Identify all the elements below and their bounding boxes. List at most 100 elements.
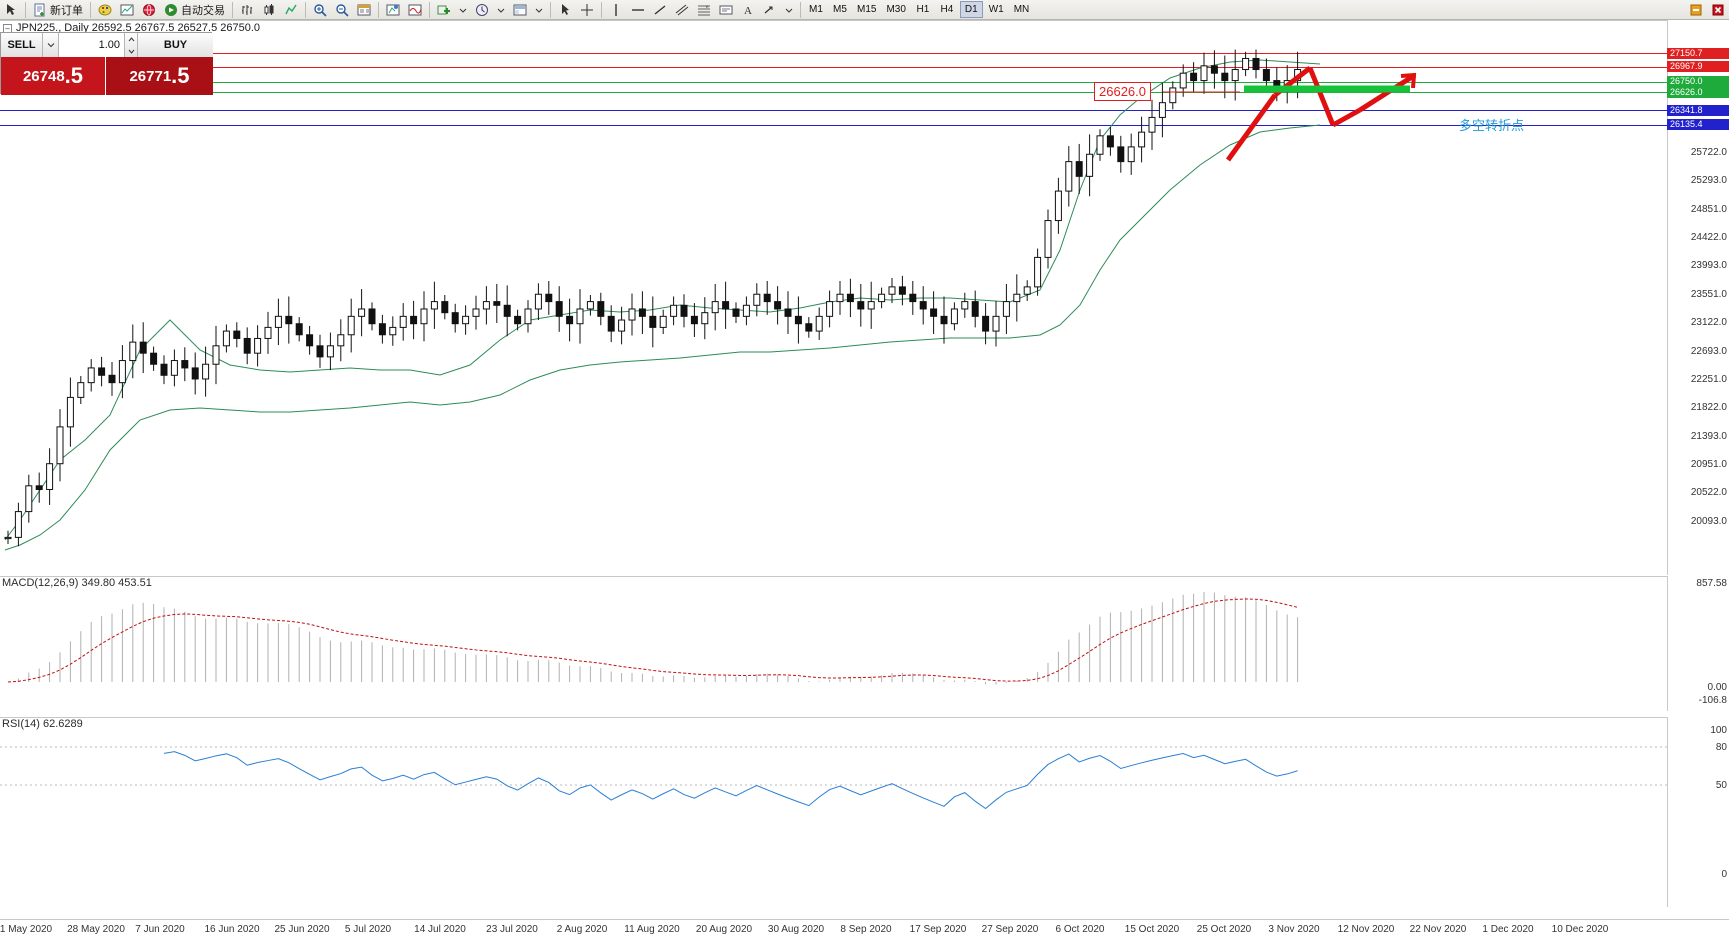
- rsi-pane[interactable]: RSI(14) 62.6289 100 80 50 0: [0, 717, 1729, 907]
- level-line-26135[interactable]: [0, 125, 1667, 126]
- toolbar-separator: [305, 1, 306, 18]
- spinner-down-icon[interactable]: [125, 45, 137, 57]
- bid-frac: .5: [64, 63, 84, 88]
- quantity-stepper[interactable]: [125, 33, 138, 57]
- level-line-26341[interactable]: [0, 110, 1667, 111]
- time-label: 10 Dec 2020: [1551, 924, 1609, 935]
- macd-pane[interactable]: MACD(12,26,9) 349.80 453.51 857.58 0.00 …: [0, 576, 1729, 711]
- rsi-scale: 100 80 50 0: [1667, 717, 1729, 907]
- minus-icon[interactable]: [1686, 1, 1706, 19]
- support-line-26750[interactable]: [0, 82, 1667, 83]
- tab-timeframe-d1[interactable]: D1: [959, 1, 983, 18]
- tab-timeframe-m15[interactable]: M15: [857, 4, 877, 15]
- rsi-canvas: [0, 746, 1667, 810]
- tab-timeframe-m30[interactable]: M30: [886, 4, 906, 15]
- tab-timeframe-h4[interactable]: H4: [940, 4, 954, 15]
- scale-tick: 20522.0: [1690, 487, 1727, 498]
- one-click-trading-panel[interactable]: SELL 1.00 BUY 26748.5 26771.5: [0, 32, 213, 95]
- chevron-down-icon[interactable]: [43, 33, 59, 57]
- periods-icon[interactable]: [472, 1, 492, 19]
- line-chart-icon[interactable]: [281, 1, 301, 19]
- scale-tick: 25293.0: [1690, 175, 1727, 186]
- candlestick-icon[interactable]: [259, 1, 279, 19]
- spinner-up-icon[interactable]: [125, 33, 137, 45]
- cursor-icon[interactable]: [555, 1, 575, 19]
- add-indicator-icon[interactable]: [434, 1, 454, 19]
- arrows-icon[interactable]: [760, 1, 780, 19]
- autotrading-button[interactable]: 自动交易: [161, 1, 228, 19]
- scale-tick: 21393.0: [1690, 431, 1727, 442]
- zoom-out-icon[interactable]: [332, 1, 352, 19]
- chevron-down-icon[interactable]: [782, 1, 796, 19]
- bid-price[interactable]: 26748.5: [1, 57, 106, 95]
- document-plus-icon: [33, 3, 47, 17]
- text-label-icon[interactable]: [716, 1, 736, 19]
- tab-timeframe-h1[interactable]: H1: [916, 4, 930, 15]
- symbol-header-label: JPN225., Daily 26592.5 26767.5 26527.5 2…: [16, 22, 261, 34]
- chevron-down-icon[interactable]: [494, 1, 508, 19]
- tab-timeframe-m5[interactable]: M5: [833, 4, 847, 15]
- volume-input[interactable]: 1.00: [59, 33, 125, 57]
- resistance-line-27150[interactable]: [0, 53, 1667, 54]
- price-tag-26135: 26135.4: [1667, 119, 1729, 130]
- sell-button[interactable]: SELL: [1, 33, 43, 57]
- new-order-button[interactable]: 新订单: [30, 1, 86, 19]
- ask-price[interactable]: 26771.5: [106, 57, 213, 95]
- cursor-arrow-icon[interactable]: [1, 1, 21, 19]
- chart-window-icon[interactable]: [117, 1, 137, 19]
- tab-timeframe-w1[interactable]: W1: [988, 4, 1004, 15]
- hline-icon[interactable]: [628, 1, 648, 19]
- time-label: 16 Jun 2020: [204, 924, 260, 935]
- buy-button[interactable]: BUY: [138, 33, 213, 57]
- zoom-in-icon[interactable]: [310, 1, 330, 19]
- globe-icon[interactable]: [139, 1, 159, 19]
- rsi-tick-0: 0: [1721, 869, 1727, 880]
- toolbar-separator: [90, 1, 91, 18]
- new-order-label: 新订单: [50, 4, 83, 17]
- reversal-note[interactable]: 多空转折点: [1459, 118, 1525, 133]
- macd-canvas: [7, 592, 1299, 685]
- resistance-line-26967[interactable]: [0, 67, 1667, 68]
- autotrading-label: 自动交易: [181, 4, 225, 17]
- palette-icon[interactable]: [95, 1, 115, 19]
- trendline-icon[interactable]: [650, 1, 670, 19]
- svg-text:E: E: [706, 4, 709, 9]
- toolbar-separator: [232, 1, 233, 18]
- time-axis[interactable]: 1 May 2020 28 May 2020 7 Jun 2020 16 Jun…: [0, 919, 1729, 941]
- toolbar-separator: [25, 1, 26, 18]
- time-label: 22 Nov 2020: [1409, 924, 1467, 935]
- chevron-down-icon[interactable]: [456, 1, 470, 19]
- indicators-icon[interactable]: [405, 1, 425, 19]
- time-label: 28 May 2020: [67, 924, 125, 935]
- vline-icon[interactable]: [606, 1, 626, 19]
- robot-icon: [164, 3, 178, 17]
- templates-icon[interactable]: [510, 1, 530, 19]
- text-icon[interactable]: A: [738, 1, 758, 19]
- bar-chart-icon[interactable]: [237, 1, 257, 19]
- price-tag-27150: 27150.7: [1667, 48, 1729, 59]
- scale-tick: 24422.0: [1690, 232, 1727, 243]
- data-window-icon[interactable]: [354, 1, 374, 19]
- price-chart-canvas: [4, 49, 1417, 551]
- tab-timeframe-m1[interactable]: M1: [809, 4, 823, 15]
- expert-advisor-icon[interactable]: [383, 1, 403, 19]
- tab-timeframe-mn[interactable]: MN: [1013, 4, 1030, 15]
- toolbar-separator: [429, 1, 430, 18]
- chart-container[interactable]: – JPN225., Daily 26592.5 26767.5 26527.5…: [0, 20, 1729, 941]
- ask-frac: .5: [171, 63, 190, 88]
- crosshair-icon[interactable]: [577, 1, 597, 19]
- price-callout-box[interactable]: 26626.0: [1094, 82, 1151, 101]
- window-controls: [1685, 1, 1729, 19]
- toolbar-separator: [378, 1, 379, 18]
- candle-series: [4, 49, 1302, 547]
- support-line-26626[interactable]: [0, 92, 1667, 93]
- chevron-down-icon[interactable]: [532, 1, 546, 19]
- time-label: 30 Aug 2020: [767, 924, 825, 935]
- scale-tick: 21822.0: [1690, 402, 1727, 413]
- price-pane[interactable]: – JPN225., Daily 26592.5 26767.5 26527.5…: [0, 20, 1729, 575]
- equidistant-channel-icon[interactable]: [672, 1, 692, 19]
- time-label: 12 Nov 2020: [1337, 924, 1395, 935]
- fibonacci-icon[interactable]: E: [694, 1, 714, 19]
- price-scale[interactable]: 27150.7 26967.9 26750.0 26626.0 26341.8 …: [1667, 20, 1729, 575]
- close-icon[interactable]: [1708, 1, 1728, 19]
